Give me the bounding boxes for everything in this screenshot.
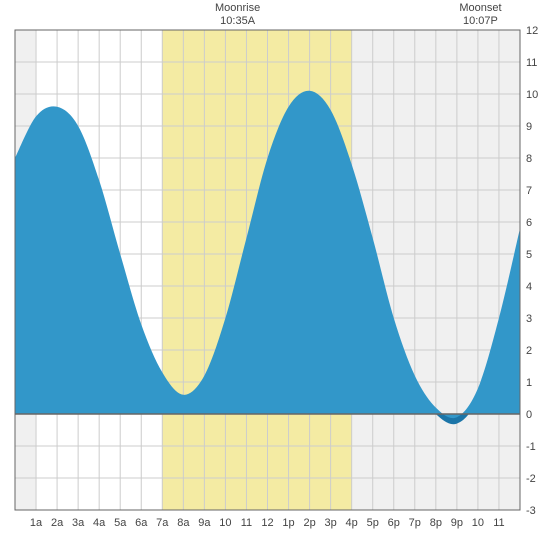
y-tick-label: -2 bbox=[526, 473, 536, 485]
x-tick-label: 10 bbox=[472, 517, 484, 529]
x-tick-label: 8a bbox=[177, 517, 190, 529]
x-tick-label: 7a bbox=[156, 517, 169, 529]
moonset-label-title: Moonset bbox=[450, 2, 510, 15]
y-tick-label: 8 bbox=[526, 153, 532, 165]
x-tick-label: 3a bbox=[72, 517, 85, 529]
x-tick-label: 6p bbox=[388, 517, 400, 529]
x-tick-label: 9p bbox=[451, 517, 463, 529]
y-tick-label: -3 bbox=[526, 505, 536, 517]
y-tick-label: 12 bbox=[526, 25, 538, 37]
moonset-label-value: 10:07P bbox=[450, 15, 510, 28]
x-tick-label: 2p bbox=[303, 517, 315, 529]
x-tick-label: 1p bbox=[282, 517, 294, 529]
y-tick-label: 9 bbox=[526, 121, 532, 133]
x-tick-label: 12 bbox=[261, 517, 273, 529]
x-tick-label: 4p bbox=[346, 517, 358, 529]
y-tick-label: 0 bbox=[526, 409, 532, 421]
y-tick-label: 11 bbox=[526, 57, 537, 69]
moonrise-label: Moonrise10:35A bbox=[208, 2, 268, 28]
x-tick-label: 2a bbox=[51, 517, 64, 529]
x-tick-label: 11 bbox=[241, 517, 252, 529]
y-tick-label: 10 bbox=[526, 89, 538, 101]
x-tick-label: 5p bbox=[367, 517, 379, 529]
x-tick-label: 8p bbox=[430, 517, 442, 529]
y-tick-label: 7 bbox=[526, 185, 532, 197]
x-tick-label: 11 bbox=[493, 517, 504, 529]
moonrise-label-value: 10:35A bbox=[208, 15, 268, 28]
chart-svg: -3-2-101234567891011121a2a3a4a5a6a7a8a9a… bbox=[0, 0, 550, 550]
x-tick-label: 10 bbox=[219, 517, 231, 529]
y-tick-label: 4 bbox=[526, 281, 532, 293]
x-tick-label: 3p bbox=[325, 517, 337, 529]
x-tick-label: 7p bbox=[409, 517, 421, 529]
tide-chart: -3-2-101234567891011121a2a3a4a5a6a7a8a9a… bbox=[0, 0, 550, 550]
x-tick-label: 5a bbox=[114, 517, 127, 529]
y-tick-label: 3 bbox=[526, 313, 532, 325]
x-tick-label: 9a bbox=[198, 517, 211, 529]
x-tick-label: 4a bbox=[93, 517, 106, 529]
y-tick-label: 6 bbox=[526, 217, 532, 229]
moonset-label: Moonset10:07P bbox=[450, 2, 510, 28]
x-tick-label: 6a bbox=[135, 517, 148, 529]
y-tick-label: -1 bbox=[526, 441, 536, 453]
moonrise-label-title: Moonrise bbox=[208, 2, 268, 15]
x-tick-label: 1a bbox=[30, 517, 43, 529]
y-tick-label: 2 bbox=[526, 345, 532, 357]
y-tick-label: 5 bbox=[526, 249, 532, 261]
y-tick-label: 1 bbox=[526, 377, 532, 389]
